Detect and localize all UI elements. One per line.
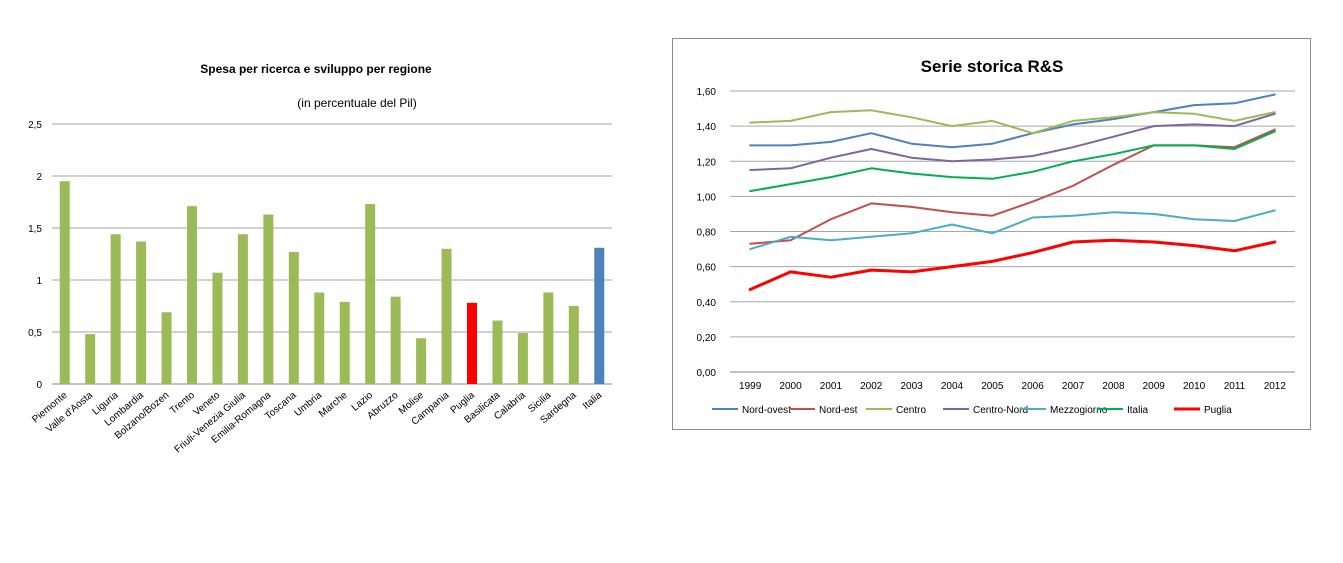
bar: [594, 247, 605, 384]
bar-y-tick-label: 1: [36, 276, 42, 287]
bar: [161, 312, 172, 384]
line-y-tick-label: 0,40: [697, 298, 717, 309]
legend-label: Nord-ovest: [742, 405, 791, 416]
bar: [568, 306, 579, 384]
bar: [365, 204, 376, 384]
bar-x-tick-label: Italia: [581, 390, 605, 412]
bar: [136, 241, 147, 384]
line-chart-frame: [672, 38, 1311, 430]
legend-label: Mezzogiorno: [1050, 405, 1108, 416]
series-line: [749, 109, 1276, 135]
line-x-tick-label: 2008: [1102, 381, 1125, 392]
line-x-tick-label: 2010: [1183, 381, 1206, 392]
series-line: [748, 238, 1277, 291]
series-line: [749, 130, 1276, 193]
line-x-tick-label: 1999: [739, 381, 762, 392]
bar: [441, 248, 452, 384]
line-y-tick-label: 1,40: [697, 122, 717, 133]
bar: [263, 214, 274, 384]
bar-x-tick-label: Marche: [317, 390, 350, 420]
line-y-tick-label: 1,60: [697, 87, 717, 98]
line-x-tick-label: 2004: [941, 381, 964, 392]
line-y-tick-label: 0,20: [697, 333, 717, 344]
bar: [212, 272, 223, 384]
series-line: [749, 209, 1276, 251]
series-line: [749, 128, 1276, 245]
legend-label: Centro-Nord: [973, 405, 1028, 416]
bar-y-tick-label: 0,5: [28, 328, 42, 339]
legend-label: Italia: [1127, 405, 1149, 416]
line-x-tick-label: 2012: [1264, 381, 1287, 392]
line-y-tick-label: 0,00: [697, 368, 717, 379]
series-line: [749, 112, 1276, 171]
line-chart: Serie storica R&S 0,00 0,20 0,40 0,60 0,80 1,…: [697, 57, 1295, 416]
line-x-tick-label: 2009: [1143, 381, 1166, 392]
bar-chart-title: Spesa per ricerca e sviluppo per regione: [200, 62, 432, 76]
bar: [467, 302, 477, 384]
legend-label: Centro: [896, 405, 926, 416]
bar: [339, 301, 350, 384]
bar: [416, 338, 427, 384]
bar: [390, 296, 401, 384]
bar-y-tick-label: 2: [36, 172, 42, 183]
bar-y-tick-label: 0: [36, 380, 42, 391]
bar: [187, 206, 197, 384]
line-chart-title: Serie storica R&S: [921, 57, 1064, 76]
series-line: [749, 93, 1276, 149]
bar: [543, 292, 554, 384]
bar-chart: Spesa per ricerca e sviluppo per regione…: [28, 62, 612, 455]
bar: [492, 320, 503, 384]
bar: [110, 234, 121, 384]
bar: [85, 334, 96, 384]
line-x-tick-label: 2005: [981, 381, 1004, 392]
line-x-tick-label: 2007: [1062, 381, 1085, 392]
line-y-tick-label: 1,20: [697, 157, 717, 168]
bar: [59, 181, 70, 384]
line-x-tick-label: 2006: [1022, 381, 1045, 392]
bar: [314, 292, 325, 384]
legend-label: Nord-est: [819, 405, 858, 416]
line-x-tick-label: 2011: [1224, 381, 1246, 392]
line-y-tick-label: 0,60: [697, 263, 717, 274]
bar-y-tick-label: 2,5: [28, 120, 42, 131]
line-y-tick-label: 1,00: [697, 192, 717, 203]
bar-y-tick-label: 1,5: [28, 224, 42, 235]
line-x-tick-label: 2002: [860, 381, 883, 392]
bar: [288, 251, 299, 384]
bar-chart-subtitle: (in percentuale del Pil): [297, 96, 416, 110]
line-x-tick-label: 2000: [779, 381, 802, 392]
bar: [517, 333, 528, 384]
line-x-tick-label: 2001: [820, 381, 843, 392]
bar: [237, 234, 248, 384]
legend-label: Puglia: [1204, 405, 1232, 416]
line-x-tick-label: 2003: [900, 381, 923, 392]
line-y-tick-label: 0,80: [697, 228, 717, 239]
